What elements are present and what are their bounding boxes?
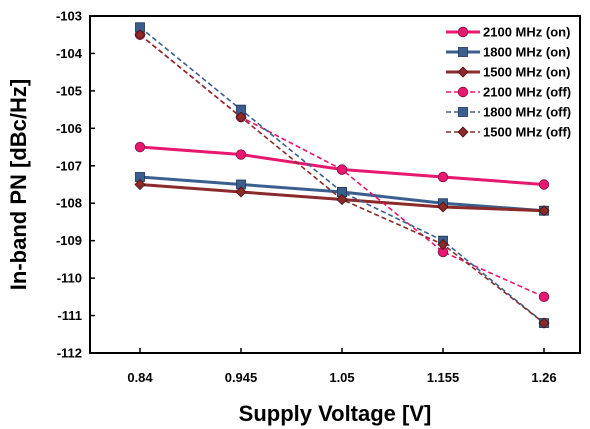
y-tick-label: -103 <box>56 9 82 24</box>
legend-item: 2100 MHz (on) <box>446 25 570 40</box>
plot-area <box>89 15 581 354</box>
series-layer <box>134 22 550 329</box>
data-point <box>134 29 146 41</box>
y-tick-label: -108 <box>56 196 82 211</box>
legend-item: 1500 MHz (off) <box>446 125 571 140</box>
legend-marker <box>457 66 469 78</box>
legend-marker <box>458 107 468 117</box>
legend-item: 2100 MHz (off) <box>446 85 571 100</box>
y-tick-label: -109 <box>56 233 82 248</box>
legend: 2100 MHz (on) 1800 MHz (on) 1500 MHz (on) 2… <box>446 25 571 140</box>
legend-item: 1800 MHz (off) <box>446 105 571 120</box>
data-point <box>235 186 247 198</box>
data-point <box>437 171 449 183</box>
data-point <box>235 111 247 123</box>
legend-marker <box>457 126 469 138</box>
data-point <box>134 141 146 153</box>
x-tick-label: 1.05 <box>329 370 354 385</box>
legend-label: 1800 MHz (on) <box>483 45 570 60</box>
data-point <box>437 201 449 213</box>
y-tick-label: -106 <box>56 121 82 136</box>
legend-marker <box>457 26 469 38</box>
y-axis-ticks: -103 -104 -105 -106 -107 -108 -109 -110 -111 -112 <box>56 9 95 361</box>
legend-item: 1500 MHz (on) <box>446 65 570 80</box>
x-tick-label: 1.155 <box>427 370 460 385</box>
data-point <box>437 238 449 250</box>
legend-marker <box>457 86 469 98</box>
data-point <box>336 193 348 206</box>
data-point <box>538 179 550 190</box>
x-tick-label: 0.84 <box>127 370 153 385</box>
data-point <box>134 178 146 191</box>
y-tick-label: -110 <box>57 271 82 286</box>
x-tick-label: 0.945 <box>225 370 258 385</box>
data-point <box>538 317 550 329</box>
data-point <box>336 164 348 175</box>
data-point <box>538 291 550 303</box>
legend-label: 2100 MHz (off) <box>483 85 571 100</box>
y-tick-label: -105 <box>56 83 82 98</box>
legend-marker <box>458 47 468 57</box>
y-tick-label: -104 <box>56 46 83 61</box>
x-axis-ticks: 0.84 0.945 1.05 1.155 1.26 <box>127 348 557 385</box>
y-tick-label: -112 <box>57 346 82 361</box>
legend-label: 1500 MHz (off) <box>483 125 571 140</box>
y-tick-label: -107 <box>56 158 82 173</box>
legend-item: 1800 MHz (on) <box>446 45 570 60</box>
series-5 <box>134 29 550 329</box>
legend-label: 1500 MHz (on) <box>483 65 570 80</box>
x-tick-label: 1.26 <box>531 370 556 385</box>
data-point <box>235 149 247 160</box>
y-tick-label: -111 <box>57 308 82 323</box>
y-axis-title: In-band PN [dBc/Hz] <box>6 79 31 290</box>
legend-label: 1800 MHz (off) <box>483 105 571 120</box>
data-point <box>538 205 550 217</box>
legend-label: 2100 MHz (on) <box>483 25 570 40</box>
x-axis-title: Supply Voltage [V] <box>239 401 432 426</box>
